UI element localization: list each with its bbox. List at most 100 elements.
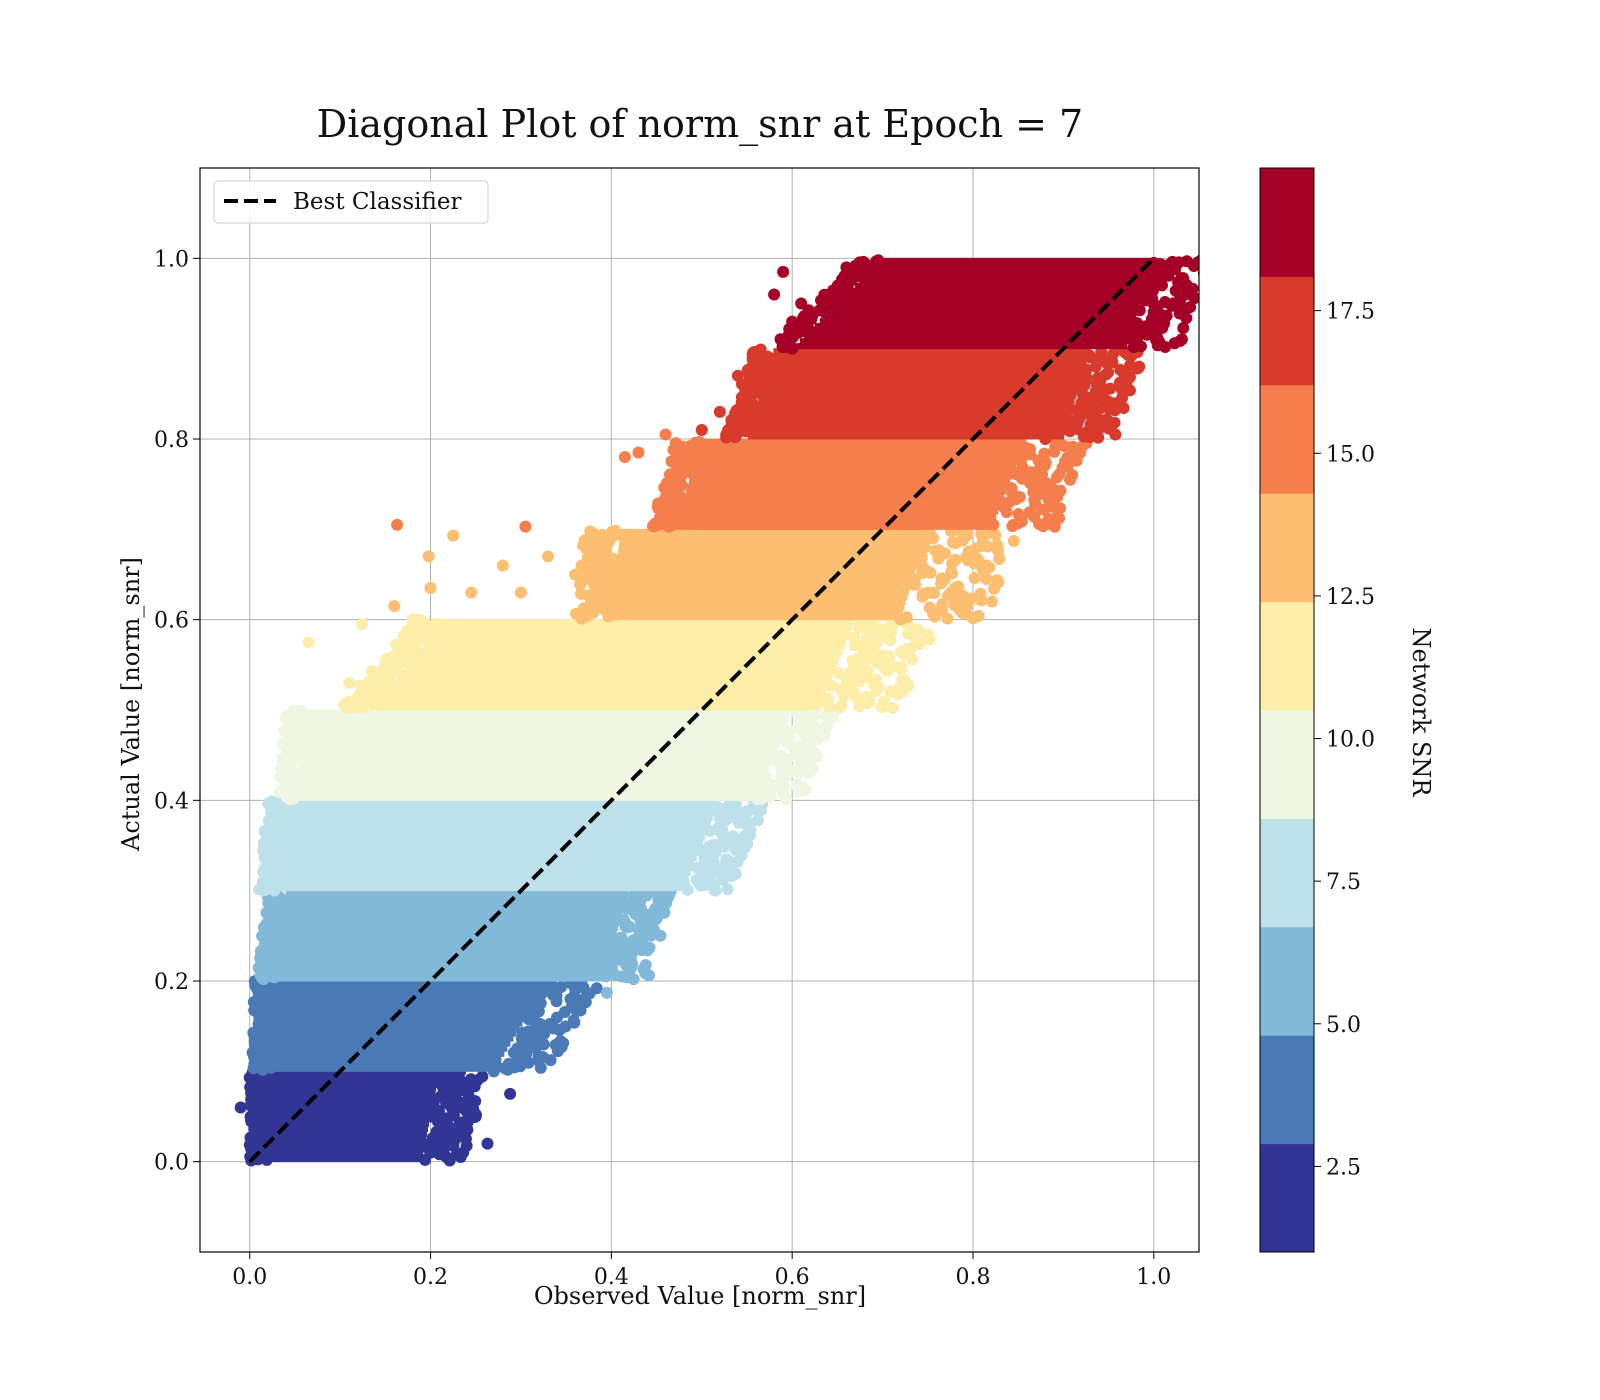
scatter-point-outlier	[302, 636, 315, 649]
band-2-points	[246, 975, 603, 1078]
band-fill-row	[401, 669, 835, 676]
band-fill-row	[753, 413, 1071, 420]
band-fill-row	[839, 297, 1141, 304]
scatter-point-outlier	[262, 946, 275, 959]
scatter-point	[882, 650, 895, 663]
scatter-point	[804, 718, 817, 731]
band-fill-row	[690, 473, 1013, 480]
scatter-point	[1040, 477, 1053, 490]
band-fill-row	[749, 428, 1066, 435]
colorbar-tick-label: 5.0	[1326, 1013, 1361, 1038]
band-fill-row	[699, 443, 1025, 450]
band-fill-row	[613, 599, 906, 606]
scatter-point	[516, 1026, 529, 1039]
scatter-point	[1191, 256, 1199, 269]
scatter-point-outlier	[519, 520, 532, 533]
band-fill-row	[768, 363, 1086, 370]
band-fill-row	[274, 1005, 532, 1012]
scatter-point	[1197, 269, 1199, 277]
band-fill-row	[423, 644, 845, 651]
scatter-point	[1184, 301, 1197, 314]
band-fill-row	[615, 574, 914, 581]
scatter-point	[587, 527, 600, 540]
band-fill-row	[267, 1156, 422, 1163]
scatter-point-outlier	[596, 938, 609, 951]
band-fill-row	[280, 935, 616, 942]
band-fill-row	[283, 819, 711, 826]
band-fill-row	[687, 483, 1009, 490]
scatter-point	[721, 883, 734, 896]
scatter-point	[567, 1014, 580, 1027]
scatter-point-outlier	[713, 405, 726, 418]
band-fill-row	[272, 1050, 505, 1057]
scatter-point	[729, 867, 742, 880]
band-fill-row	[799, 338, 1129, 345]
scatter-point-outlier	[695, 866, 708, 879]
scatter-point	[949, 537, 962, 550]
band-fill-row	[285, 804, 717, 811]
scatter-point-outlier	[1039, 433, 1052, 445]
scatter-point-outlier	[465, 586, 478, 599]
scatter-point-outlier	[243, 1071, 256, 1084]
colorbar-segment	[1260, 1035, 1314, 1145]
band-fill-row	[814, 323, 1134, 330]
band-fill-row	[283, 910, 623, 917]
band-fill-row	[277, 955, 610, 962]
band-fill-row	[272, 1065, 496, 1072]
scatter-point	[269, 796, 282, 809]
plot-frame	[199, 167, 1200, 1253]
colorbar-segment	[1260, 926, 1314, 1036]
scatter-point-outlier	[447, 529, 460, 542]
scatter-point-outlier	[659, 428, 672, 441]
scatter-point	[857, 255, 870, 268]
band-fill-row	[267, 1105, 433, 1112]
band-fill-row	[396, 674, 833, 681]
scatter-point	[835, 698, 848, 711]
scatter-point	[946, 557, 959, 570]
scatter-point	[627, 973, 640, 986]
band-fill-row	[767, 368, 1084, 375]
scatter-point	[913, 638, 926, 651]
band-fill-row	[758, 398, 1075, 405]
band-fill-row	[283, 824, 709, 831]
band-fill-row	[273, 1015, 526, 1022]
scatter-point-outlier	[514, 586, 527, 599]
scatter-point	[277, 738, 290, 751]
band-fill-row	[854, 282, 1146, 289]
scatter-point-outlier	[469, 1110, 482, 1123]
band-fill-row	[428, 639, 847, 646]
scatter-point	[605, 608, 618, 621]
scatter-point-outlier	[768, 740, 781, 753]
scatter-point	[902, 642, 915, 655]
scatter-point	[791, 778, 804, 791]
band-fill-row	[277, 960, 608, 967]
band-fill-row	[681, 503, 1001, 510]
band-fill-row	[819, 318, 1135, 325]
band-fill-row	[809, 328, 1132, 335]
scatter-point	[974, 587, 987, 600]
x-axis-label: Observed Value [norm_snr]	[533, 1282, 867, 1310]
band-fill-row	[617, 558, 918, 565]
scatter-point	[980, 559, 993, 572]
scatter-point	[921, 628, 934, 641]
band-fill-row	[756, 403, 1074, 410]
band-fill-row	[750, 423, 1068, 430]
colorbar-label: Network SNR	[1407, 627, 1435, 797]
scatter-point-outlier	[424, 582, 437, 595]
scatter-point-outlier	[569, 568, 582, 581]
colorbar-tick-label: 2.5	[1326, 1155, 1361, 1180]
scatter-point	[639, 959, 652, 972]
scatter-point	[985, 595, 998, 608]
colorbar-segment	[1260, 710, 1314, 819]
band-fill-row	[274, 995, 538, 1002]
scatter-point	[577, 602, 590, 615]
band-fill-row	[279, 865, 693, 872]
scatter-point-outlier	[795, 297, 808, 310]
scatter-point	[870, 648, 883, 661]
scatter-point-outlier	[840, 261, 853, 274]
band-fill-row	[302, 724, 786, 731]
scatter-point-outlier	[921, 586, 934, 599]
colorbar-segment	[1260, 1143, 1314, 1253]
colorbar-segment	[1260, 493, 1314, 603]
legend-box	[213, 180, 489, 224]
